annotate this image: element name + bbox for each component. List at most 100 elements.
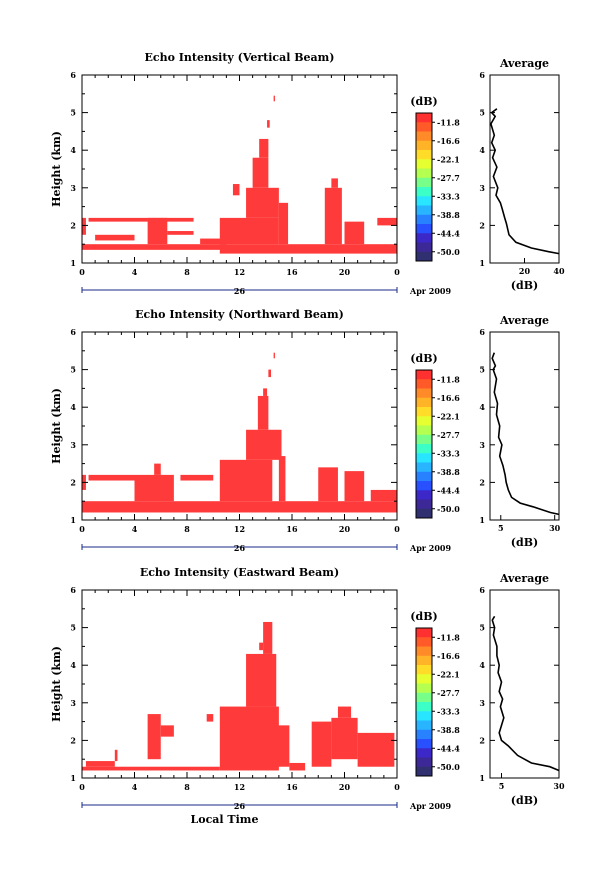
y-axis-label: Height (km) [50,131,63,207]
date-label: Apr 2009 [409,286,452,296]
colorbar-unit: (dB) [410,610,437,623]
echo-cell [246,429,282,460]
echo-cell [259,642,264,651]
echo-cell [289,762,306,771]
echo-cell [147,217,194,222]
echo-cell [357,732,395,767]
colorbar-swatch [416,766,432,777]
colorbar-swatch [416,159,432,169]
average-y-tick-label: 3 [479,440,485,450]
colorbar-swatch [416,748,432,758]
date-label: Apr 2009 [409,543,452,553]
echo-cell [246,653,277,707]
colorbar-swatch [416,739,432,749]
colorbar-swatch [416,122,432,132]
colorbar-tick-label: -22.1 [437,669,460,679]
colorbar-tick-label: -33.3 [437,191,460,201]
average-title: Average [499,57,549,70]
panel-0: Echo Intensity (Vertical Beam)0 4 8 12 16 20 0… [50,51,565,296]
colorbar-swatch [416,655,432,666]
echo-cell [95,234,135,241]
echo-cell [273,352,275,359]
echo-cell [273,95,275,102]
colorbar-swatch [416,242,432,253]
x-tick-label: 16 [286,782,298,792]
x-tick-label: 8 [184,782,190,792]
colorbar-swatch [416,729,432,740]
echo-cell [259,138,269,158]
colorbar-tick-label: -38.8 [437,467,460,477]
average-y-tick-label: 4 [479,402,485,412]
average-profile-line [490,108,560,255]
echo-cell [114,749,118,762]
colorbar-swatch [416,453,432,463]
average-y-tick-label: 1 [479,773,485,783]
y-tick-label: 4 [70,402,76,412]
colorbar-swatch [416,462,432,473]
x-tick-label: 12 [234,782,245,792]
y-tick-label: 1 [70,515,76,525]
echo-cell [318,467,338,502]
echo-cell [219,459,273,502]
echo-cell [82,217,86,235]
average-y-tick-label: 3 [479,183,485,193]
date-label: Apr 2009 [409,801,452,811]
x-tick-label: 0 [79,267,85,277]
average-y-tick-label: 4 [479,145,485,155]
average-profile-line [491,352,560,516]
echo-cell [331,178,338,188]
x-tick-label: 4 [132,782,138,792]
x-tick-label: 0 [394,782,400,792]
echo-cell [246,187,279,218]
colorbar-swatch [416,397,432,408]
colorbar-swatch [416,379,432,389]
echo-cell [134,474,174,502]
colorbar-swatch [416,674,432,684]
echo-cell [82,766,220,771]
x-axis-label: Local Time [191,813,259,826]
x-tick-label: 4 [132,267,138,277]
colorbar-swatch [416,177,432,188]
echo-cell [263,621,273,654]
echo-cell [82,501,397,513]
colorbar-swatch [416,711,432,721]
colorbar-tick-label: -44.4 [437,743,460,753]
colorbar-swatch [416,140,432,151]
x-tick-label: 12 [234,524,245,534]
echo-cell [88,217,148,222]
colorbar-tick-label: -50.0 [437,504,460,514]
echo-cell [272,725,290,767]
colorbar-frame [415,627,433,777]
colorbar-unit: (dB) [410,352,437,365]
colorbar-tick-label: -11.8 [437,374,460,384]
echo-cell [331,717,358,760]
y-tick-label: 5 [70,365,76,375]
average-y-tick-label: 5 [479,623,485,633]
x-tick-label: 4 [132,524,138,534]
chart-title: Echo Intensity (Eastward Beam) [140,566,339,579]
colorbar-swatch [416,150,432,160]
chart-title: Echo Intensity (Vertical Beam) [144,51,334,64]
echo-cell [200,238,227,245]
x-tick-label: 0 [394,267,400,277]
y-tick-label: 5 [70,108,76,118]
echo-cell [88,474,135,481]
colorbar-tick-label: -38.8 [437,210,460,220]
x-tick-label: 0 [394,524,400,534]
average-x-tick-label: 5 [499,781,505,791]
colorbar-swatch [416,407,432,417]
y-axis-label: Height (km) [50,646,63,722]
colorbar-swatch [416,196,432,206]
date-day: 26 [234,801,246,811]
x-tick-label: 0 [79,524,85,534]
x-tick-label: 16 [286,524,298,534]
x-tick-label: 20 [339,524,351,534]
echo-cell [268,369,271,378]
y-tick-label: 1 [70,773,76,783]
colorbar-swatch [416,205,432,216]
echo-cell [311,721,332,767]
colorbar-tick-label: -44.4 [437,485,460,495]
echo-cell [82,244,227,250]
colorbar-swatch [416,233,432,243]
